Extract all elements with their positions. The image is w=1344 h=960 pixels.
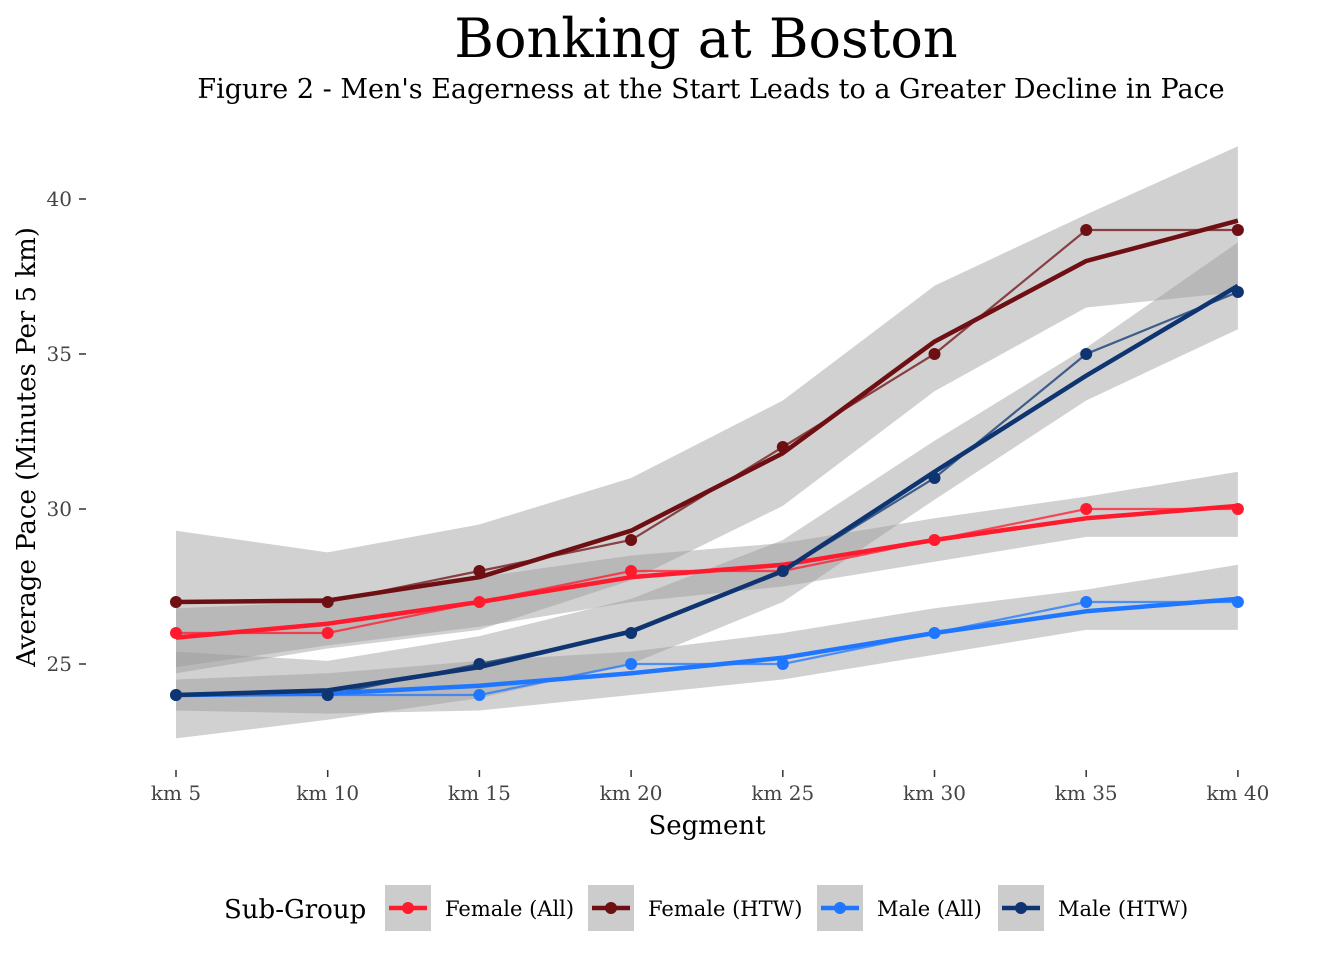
x-axis: km 5 km 10 km 15 km 20 km 25 km 30 km 35 km 40 [151, 770, 1269, 805]
y-tick-label-35: 35 [47, 342, 72, 366]
x-tick-label-km-40: km 40 [1206, 781, 1269, 805]
point-female-htw-km-30 [928, 348, 941, 360]
trend-male-all [175, 596, 1239, 698]
point-female-htw-km-5 [170, 596, 182, 608]
point-male-all-km-35 [1080, 596, 1093, 608]
point-male-all-km-20 [625, 658, 638, 670]
point-female-all-km-35 [1080, 503, 1093, 515]
point-female-all-km-20 [625, 565, 638, 577]
point-male-all-km-40 [1231, 596, 1244, 608]
point-female-all-km-40 [1231, 503, 1244, 515]
legend-key-point-female-all [402, 902, 414, 914]
smoothed-series-lines [175, 218, 1240, 698]
point-female-all-km-15 [473, 596, 486, 608]
point-male-htw-km-20 [625, 627, 638, 639]
legend-title: Sub-Group [224, 895, 366, 925]
point-male-htw-km-10 [321, 689, 334, 701]
legend: Sub-Group Female (All) Female (HTW) Male (… [224, 885, 1188, 931]
x-axis-title: Segment [648, 811, 766, 841]
x-tick-label-km-5: km 5 [151, 781, 201, 805]
band-female-htw [176, 146, 1238, 674]
point-male-htw-km-15 [473, 658, 486, 670]
legend-key-point-male-htw [1015, 902, 1027, 914]
point-female-htw-km-15 [473, 565, 486, 577]
x-tick-label-km-10: km 10 [296, 781, 359, 805]
point-male-all-km-25 [776, 658, 789, 670]
x-tick-label-km-30: km 30 [903, 781, 966, 805]
chart-title: Bonking at Boston [454, 7, 957, 70]
point-male-htw-km-40 [1231, 286, 1244, 298]
trend-female-htw [175, 218, 1239, 605]
legend-key-point-male-all [834, 902, 846, 914]
y-tick-label-25: 25 [47, 652, 72, 676]
point-male-all-km-30 [928, 627, 941, 639]
y-axis-title: Average Pace (Minutes Per 5 km) [12, 227, 42, 668]
point-male-htw-km-25 [776, 565, 789, 577]
point-female-htw-km-10 [321, 596, 334, 608]
y-tick-label-30: 30 [47, 497, 72, 521]
point-male-htw-km-30 [928, 472, 941, 484]
legend-key-point-female-htw [605, 902, 617, 914]
y-tick-label-40: 40 [47, 187, 72, 211]
point-female-htw-km-40 [1231, 224, 1244, 236]
legend-label-male-all: Male (All) [877, 897, 982, 921]
trend-male-htw [175, 283, 1240, 698]
y-axis: 25 30 35 40 [47, 187, 86, 676]
series-points [170, 224, 1244, 701]
plot-area [170, 146, 1244, 739]
x-tick-label-km-15: km 15 [448, 781, 511, 805]
point-female-htw-km-20 [625, 534, 638, 546]
x-tick-label-km-25: km 25 [751, 781, 814, 805]
point-female-htw-km-25 [776, 441, 789, 453]
chart-subtitle: Figure 2 - Men's Eagerness at the Start … [197, 74, 1224, 105]
point-male-htw-km-5 [170, 689, 182, 701]
legend-label-female-htw: Female (HTW) [648, 897, 802, 921]
point-male-all-km-15 [473, 689, 486, 701]
point-female-all-km-10 [321, 627, 334, 639]
point-male-htw-km-35 [1080, 348, 1093, 360]
x-tick-label-km-20: km 20 [600, 781, 663, 805]
band-male-all [176, 564, 1238, 714]
point-female-htw-km-35 [1080, 224, 1093, 236]
legend-label-female-all: Female (All) [445, 897, 574, 921]
point-female-all-km-5 [170, 627, 182, 639]
point-female-all-km-30 [928, 534, 941, 546]
legend-label-male-htw: Male (HTW) [1058, 897, 1188, 921]
band-male-htw [176, 242, 1238, 739]
x-tick-label-km-35: km 35 [1055, 781, 1118, 805]
trend-female-all [175, 503, 1239, 640]
